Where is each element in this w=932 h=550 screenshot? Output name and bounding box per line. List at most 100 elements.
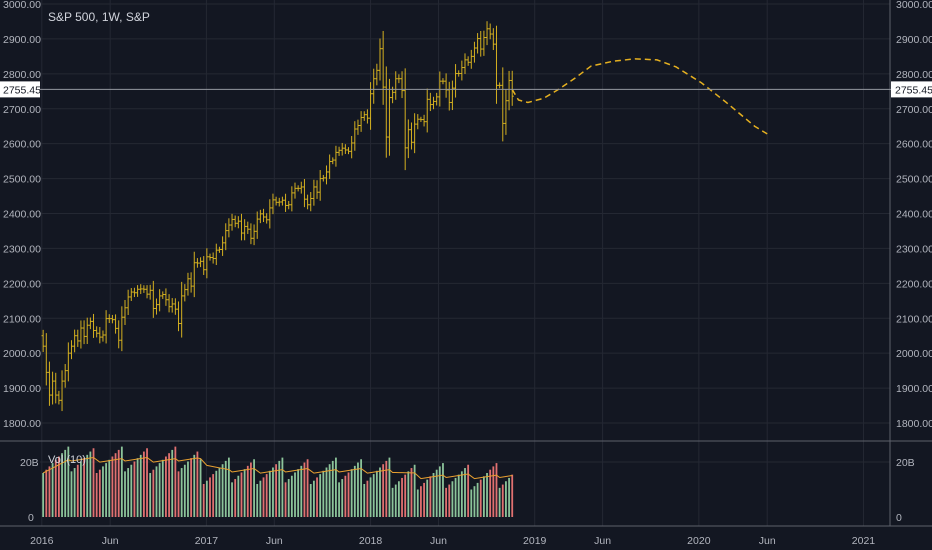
- volume-bar: [193, 454, 196, 517]
- volume-bar: [64, 449, 67, 517]
- price-bar: [151, 280, 155, 318]
- price-bar: [261, 208, 266, 223]
- volume-bar: [142, 451, 145, 517]
- volume-bar: [360, 459, 363, 517]
- price-bar: [57, 390, 61, 405]
- volume-bar: [114, 453, 117, 517]
- price-bar: [400, 71, 404, 99]
- volume-bar: [80, 461, 82, 517]
- volume-bar: [353, 465, 356, 517]
- price-bar: [350, 136, 354, 159]
- volume-bar: [460, 471, 463, 517]
- volume-bar: [413, 464, 416, 517]
- volume-bar: [149, 473, 152, 517]
- price-bar: [378, 38, 382, 81]
- price-bar: [362, 111, 366, 121]
- volume-bar: [259, 480, 262, 517]
- volume-bar: [171, 449, 174, 517]
- price-bar: [76, 329, 80, 347]
- volume-bar: [281, 457, 284, 517]
- last-price-tag-left: [0, 81, 40, 98]
- price-bar: [198, 257, 203, 268]
- price-bar: [447, 81, 451, 111]
- price-bar: [287, 200, 291, 210]
- price-bar: [205, 248, 209, 279]
- volume-bar: [187, 461, 189, 517]
- volume-bar: [445, 487, 448, 517]
- price-bar: [419, 116, 423, 123]
- volume-bar: [221, 464, 224, 517]
- volume-bar: [45, 469, 48, 517]
- volume-bar: [246, 465, 249, 517]
- price-bar: [387, 78, 392, 156]
- price-bar: [305, 194, 310, 210]
- price-bar: [230, 213, 234, 231]
- volume-bar: [350, 469, 353, 517]
- price-bar: [372, 68, 376, 104]
- volume-bar: [105, 463, 108, 517]
- time-axis-label: Jun: [594, 535, 611, 547]
- price-bar: [44, 333, 48, 386]
- volume-bar: [451, 481, 454, 517]
- price-bar: [54, 372, 58, 404]
- price-bar: [277, 197, 281, 207]
- volume-bar: [284, 482, 287, 517]
- price-axis-label-left: 2700.00: [3, 104, 41, 116]
- volume-bar: [152, 469, 155, 517]
- volume-bar: [268, 470, 271, 517]
- time-axis-label: 2021: [852, 535, 876, 547]
- volume-bar: [48, 466, 51, 517]
- volume-bar: [379, 467, 381, 517]
- forecast-projection-line: [511, 58, 768, 135]
- volume-bar: [335, 457, 337, 517]
- volume-bar: [190, 458, 193, 517]
- price-bar: [280, 196, 285, 206]
- volume-bar: [287, 479, 290, 517]
- volume-bar: [369, 477, 372, 517]
- price-axis-label-right: 2800.00: [896, 69, 932, 81]
- price-bar: [123, 299, 127, 326]
- price-bar: [50, 371, 55, 405]
- volume-bar: [404, 474, 407, 517]
- volume-bar: [177, 471, 180, 517]
- volume-bar: [423, 482, 425, 517]
- volume-bar: [366, 480, 369, 517]
- price-bar: [69, 340, 74, 360]
- price-bar: [120, 306, 124, 352]
- volume-bar: [479, 479, 482, 517]
- volume-bar: [202, 484, 205, 517]
- price-bar: [274, 196, 278, 206]
- volume-bar: [382, 464, 385, 517]
- volume-bar: [205, 480, 208, 517]
- volume-bar: [196, 451, 199, 517]
- price-bar: [255, 211, 259, 239]
- volume-bar: [448, 484, 451, 517]
- price-bar: [95, 326, 99, 338]
- last-price-label-right: 2755.45: [895, 84, 932, 96]
- price-bar: [85, 317, 89, 344]
- volume-bar: [372, 474, 375, 517]
- volume-bar: [231, 482, 233, 517]
- price-bar: [63, 364, 67, 388]
- price-bar: [183, 284, 187, 302]
- price-bar: [406, 119, 410, 159]
- price-bar: [359, 111, 363, 132]
- volume-bar: [120, 446, 123, 517]
- volume-bar: [476, 482, 479, 517]
- price-axis-label-left: 2600.00: [3, 139, 41, 151]
- price-bar: [265, 213, 269, 224]
- price-bar: [293, 182, 297, 199]
- price-bar: [98, 327, 102, 344]
- volume-bar: [495, 463, 498, 517]
- price-bar: [501, 67, 505, 142]
- price-bar: [236, 216, 240, 229]
- volume-bar: [67, 446, 70, 517]
- volume-moving-average: [42, 456, 513, 480]
- price-bar: [466, 56, 470, 66]
- price-bar: [504, 89, 508, 135]
- price-bar: [139, 284, 143, 295]
- price-axis-label-left: 2400.00: [3, 209, 41, 221]
- price-axis-label-right: 2000.00: [896, 348, 932, 360]
- price-bar: [450, 80, 455, 111]
